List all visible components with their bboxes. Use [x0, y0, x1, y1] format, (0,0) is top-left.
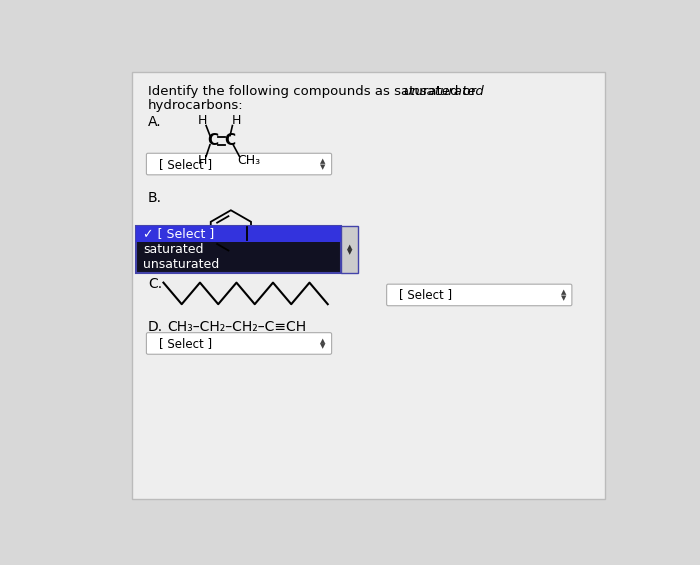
- FancyBboxPatch shape: [132, 72, 606, 499]
- Text: unsaturated: unsaturated: [144, 258, 220, 271]
- Text: C.: C.: [148, 277, 162, 291]
- Text: CH₃–CH₂–CH₂–C≡CH: CH₃–CH₂–CH₂–C≡CH: [167, 320, 307, 334]
- Text: ▲
▼: ▲ ▼: [320, 158, 325, 170]
- FancyBboxPatch shape: [341, 225, 358, 273]
- Text: C: C: [207, 133, 218, 149]
- Text: H: H: [197, 115, 207, 128]
- Text: [ Select ]: [ Select ]: [399, 289, 452, 302]
- FancyBboxPatch shape: [386, 284, 572, 306]
- Text: ✓ [ Select ]: ✓ [ Select ]: [144, 227, 214, 240]
- Text: hydrocarbons:: hydrocarbons:: [148, 99, 244, 112]
- FancyBboxPatch shape: [136, 225, 341, 273]
- Text: Identify the following compounds as saturated or: Identify the following compounds as satu…: [148, 85, 481, 98]
- Text: H: H: [197, 154, 207, 167]
- Text: CH₃: CH₃: [237, 154, 260, 167]
- Text: ▲
▼: ▲ ▼: [346, 244, 352, 255]
- Text: C: C: [225, 133, 236, 149]
- Text: [ Select ]: [ Select ]: [159, 158, 212, 171]
- Text: ▲
▼: ▲ ▼: [320, 338, 325, 349]
- FancyBboxPatch shape: [146, 153, 332, 175]
- Text: A.: A.: [148, 115, 162, 129]
- Text: D.: D.: [148, 320, 163, 334]
- Text: ▲
▼: ▲ ▼: [561, 289, 566, 301]
- FancyBboxPatch shape: [146, 333, 332, 354]
- Text: unsaturated: unsaturated: [404, 85, 484, 98]
- Text: [ Select ]: [ Select ]: [159, 337, 212, 350]
- FancyBboxPatch shape: [136, 225, 341, 242]
- Text: saturated: saturated: [144, 243, 204, 256]
- Text: H: H: [232, 115, 241, 128]
- Text: B.: B.: [148, 191, 162, 205]
